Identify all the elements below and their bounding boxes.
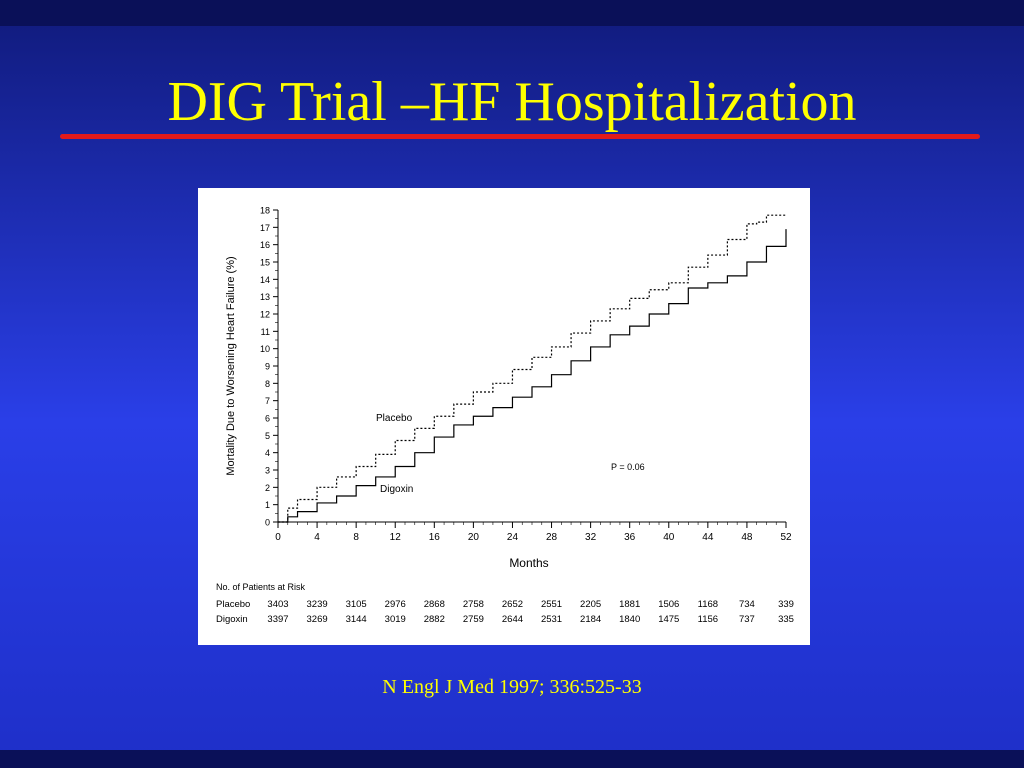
risk-table-cell: 3397 bbox=[267, 614, 288, 625]
risk-row-label-placebo: Placebo bbox=[216, 599, 250, 610]
risk-table-cell: 3144 bbox=[346, 614, 367, 625]
risk-table-cell: 1506 bbox=[658, 599, 679, 610]
x-tick-label: 0 bbox=[275, 532, 281, 543]
risk-table-cell: 1840 bbox=[619, 614, 640, 625]
x-tick-label: 24 bbox=[507, 532, 519, 543]
y-tick-label: 0 bbox=[265, 518, 270, 528]
risk-table-cell: 2531 bbox=[541, 614, 562, 625]
x-tick-label: 40 bbox=[663, 532, 675, 543]
risk-table-cell: 1156 bbox=[698, 614, 718, 625]
risk-table-cell: 734 bbox=[739, 599, 755, 610]
risk-table-cell: 2205 bbox=[580, 599, 601, 610]
slide-title: DIG Trial –HF Hospitalization bbox=[167, 71, 857, 133]
y-tick-label: 11 bbox=[261, 327, 270, 337]
x-tick-label: 48 bbox=[741, 532, 753, 543]
series-layer bbox=[278, 214, 787, 523]
risk-table-cell: 2644 bbox=[502, 614, 523, 625]
risk-table-cell: 1475 bbox=[658, 614, 679, 625]
risk-table-cell: 2882 bbox=[424, 614, 445, 625]
y-tick-label: 17 bbox=[260, 223, 270, 233]
risk-table-cell: 2759 bbox=[463, 614, 484, 625]
y-tick-label: 5 bbox=[265, 431, 270, 441]
x-tick-label: 32 bbox=[585, 532, 597, 543]
y-tick-label: 7 bbox=[265, 396, 270, 406]
x-tick-label: 52 bbox=[780, 532, 792, 543]
risk-table-cell: 2184 bbox=[580, 614, 601, 625]
y-tick-label: 16 bbox=[260, 240, 270, 250]
citation: N Engl J Med 1997; 336:525-33 bbox=[382, 676, 642, 698]
risk-table-cell: 2868 bbox=[424, 599, 445, 610]
series-line-placebo bbox=[278, 214, 786, 523]
x-tick-label: 28 bbox=[546, 532, 558, 543]
y-tick-label: 12 bbox=[260, 310, 270, 320]
risk-table-cell: 2976 bbox=[385, 599, 406, 610]
y-tick-label: 10 bbox=[260, 344, 270, 354]
risk-table-cell: 2652 bbox=[502, 599, 523, 610]
y-tick-label: 1 bbox=[265, 500, 270, 510]
x-axis-label: Months bbox=[509, 556, 548, 570]
risk-table-cell: 1881 bbox=[619, 599, 640, 610]
title-underline bbox=[60, 134, 980, 139]
series-line-digoxin bbox=[278, 229, 787, 523]
chart-panel: 0 1 2 3 4 5 6 7 8 9 10 11 12 13 14 15 16 17 18 0 4 8 12 16 20 24… bbox=[198, 188, 810, 645]
risk-table-cell: 3403 bbox=[267, 599, 288, 610]
y-tick-label: 13 bbox=[260, 292, 270, 302]
y-tick-label: 9 bbox=[265, 362, 270, 372]
x-tick-label: 4 bbox=[314, 532, 320, 543]
y-tick-label: 14 bbox=[260, 275, 270, 285]
risk-table-cell: 2758 bbox=[463, 599, 484, 610]
risk-table-title: No. of Patients at Risk bbox=[216, 582, 306, 592]
x-tick-label: 44 bbox=[702, 532, 714, 543]
risk-table-cell: 2551 bbox=[541, 599, 562, 610]
top-band bbox=[0, 0, 1024, 26]
risk-table-cell: 3239 bbox=[307, 599, 328, 610]
x-tick-label: 12 bbox=[390, 532, 402, 543]
p-value-annotation: P = 0.06 bbox=[611, 462, 645, 472]
y-tick-label: 2 bbox=[265, 483, 270, 493]
y-tick-label: 3 bbox=[265, 466, 270, 476]
bottom-band bbox=[0, 750, 1024, 768]
risk-table-cell: 1168 bbox=[698, 599, 718, 610]
x-tick-label: 20 bbox=[468, 532, 480, 543]
x-ticks: 0 4 8 12 16 20 24 28 32 36 40 44 48 52 bbox=[275, 522, 792, 543]
risk-row-label-digoxin: Digoxin bbox=[216, 614, 248, 625]
risk-table-cell: 335 bbox=[778, 614, 794, 625]
series-label-digoxin: Digoxin bbox=[380, 484, 413, 495]
risk-table-cell: 3269 bbox=[307, 614, 328, 625]
x-tick-label: 36 bbox=[624, 532, 636, 543]
risk-table-values: 3403 3239 3105 2976 2868 2758 2652 2551 2205 1881… bbox=[267, 599, 794, 625]
x-tick-label: 8 bbox=[353, 532, 359, 543]
y-tick-label: 4 bbox=[265, 448, 270, 458]
risk-table-cell: 3019 bbox=[385, 614, 406, 625]
y-tick-label: 15 bbox=[260, 258, 270, 268]
x-tick-label: 16 bbox=[429, 532, 441, 543]
risk-table-cell: 339 bbox=[778, 599, 794, 610]
y-axis-label: Mortality Due to Worsening Heart Failure… bbox=[225, 256, 237, 475]
risk-table-cell: 737 bbox=[739, 614, 755, 625]
y-tick-label: 6 bbox=[265, 414, 270, 424]
y-tick-label: 18 bbox=[260, 206, 270, 216]
y-tick-label: 8 bbox=[265, 379, 270, 389]
series-label-placebo: Placebo bbox=[376, 413, 413, 424]
risk-table-cell: 3105 bbox=[346, 599, 367, 610]
